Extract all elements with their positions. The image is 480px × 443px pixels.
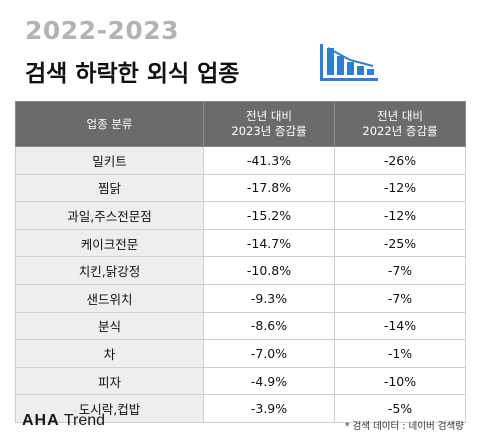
cell-category: 피자 [15, 366, 204, 396]
table-row: 분식 -8.6% -14% [15, 311, 466, 341]
column-header-2022: 전년 대비 2022년 증감률 [334, 101, 466, 147]
table-row: 피자 -4.9% -10% [15, 366, 466, 396]
cell-change-2022: -12% [334, 173, 466, 203]
brand-logo: AHA Trend [22, 412, 105, 430]
cell-category: 분식 [15, 311, 204, 341]
cell-category: 밀키트 [15, 146, 204, 175]
cell-category: 차 [15, 339, 204, 368]
column-header-category: 업종 분류 [15, 101, 204, 147]
table-row: 밀키트 -41.3% -26% [15, 146, 466, 175]
cell-change-2023: -17.8% [203, 173, 335, 203]
header-line: 전년 대비 [377, 109, 423, 123]
header-line: 2022년 증감률 [362, 124, 438, 138]
cell-change-2023: -9.3% [203, 283, 335, 313]
cell-change-2023: -7.0% [203, 339, 335, 368]
table-header-row: 업종 분류 전년 대비 2023년 증감률 전년 대비 2022년 증감률 [15, 101, 466, 147]
cell-category: 샌드위치 [15, 283, 204, 313]
cell-change-2022: -10% [334, 366, 466, 396]
table-row: 차 -7.0% -1% [15, 339, 466, 368]
table-row: 도시락,컵밥 -3.9% -5% [15, 394, 466, 423]
declining-bar-chart-icon [320, 44, 378, 81]
cell-change-2022: -7% [334, 256, 466, 285]
cell-change-2022: -12% [334, 201, 466, 230]
cell-category: 케이크전문 [15, 228, 204, 258]
data-source-note: * 검색 데이터 : 네이버 검색량 [344, 421, 464, 432]
table-row: 샌드위치 -9.3% -7% [15, 283, 466, 313]
column-header-2023: 전년 대비 2023년 증감률 [203, 101, 335, 147]
header-line: 전년 대비 [246, 109, 292, 123]
cell-change-2022: -26% [334, 146, 466, 175]
cell-change-2023: -41.3% [203, 146, 335, 175]
table-row: 치킨,닭강정 -10.8% -7% [15, 256, 466, 285]
cell-change-2023: -14.7% [203, 228, 335, 258]
cell-change-2022: -1% [334, 339, 466, 368]
declining-restaurant-table: 업종 분류 전년 대비 2023년 증감률 전년 대비 2022년 증감률 밀키… [15, 101, 466, 423]
brand-logo-light: Trend [63, 412, 106, 429]
table-row: 케이크전문 -14.7% -25% [15, 228, 466, 258]
cell-change-2023: -3.9% [203, 394, 335, 423]
cell-change-2022: -14% [334, 311, 466, 341]
cell-category: 과일,주스전문점 [15, 201, 204, 230]
header-line: 업종 분류 [86, 116, 133, 131]
table-row: 과일,주스전문점 -15.2% -12% [15, 201, 466, 230]
cell-change-2023: -10.8% [203, 256, 335, 285]
cell-change-2023: -8.6% [203, 311, 335, 341]
brand-logo-bold: AHA [22, 412, 60, 429]
header-line: 2023년 증감률 [231, 124, 307, 138]
cell-change-2022: -25% [334, 228, 466, 258]
cell-category: 찜닭 [15, 173, 204, 203]
cell-category: 치킨,닭강정 [15, 256, 204, 285]
cell-category: 도시락,컵밥 [15, 394, 204, 423]
cell-change-2023: -4.9% [203, 366, 335, 396]
cell-change-2022: -5% [334, 394, 466, 423]
cell-change-2023: -15.2% [203, 201, 335, 230]
cell-change-2022: -7% [334, 283, 466, 313]
table-row: 찜닭 -17.8% -12% [15, 173, 466, 203]
year-range: 2022-2023 [25, 16, 180, 45]
page-title: 검색 하락한 외식 업종 [25, 61, 240, 87]
